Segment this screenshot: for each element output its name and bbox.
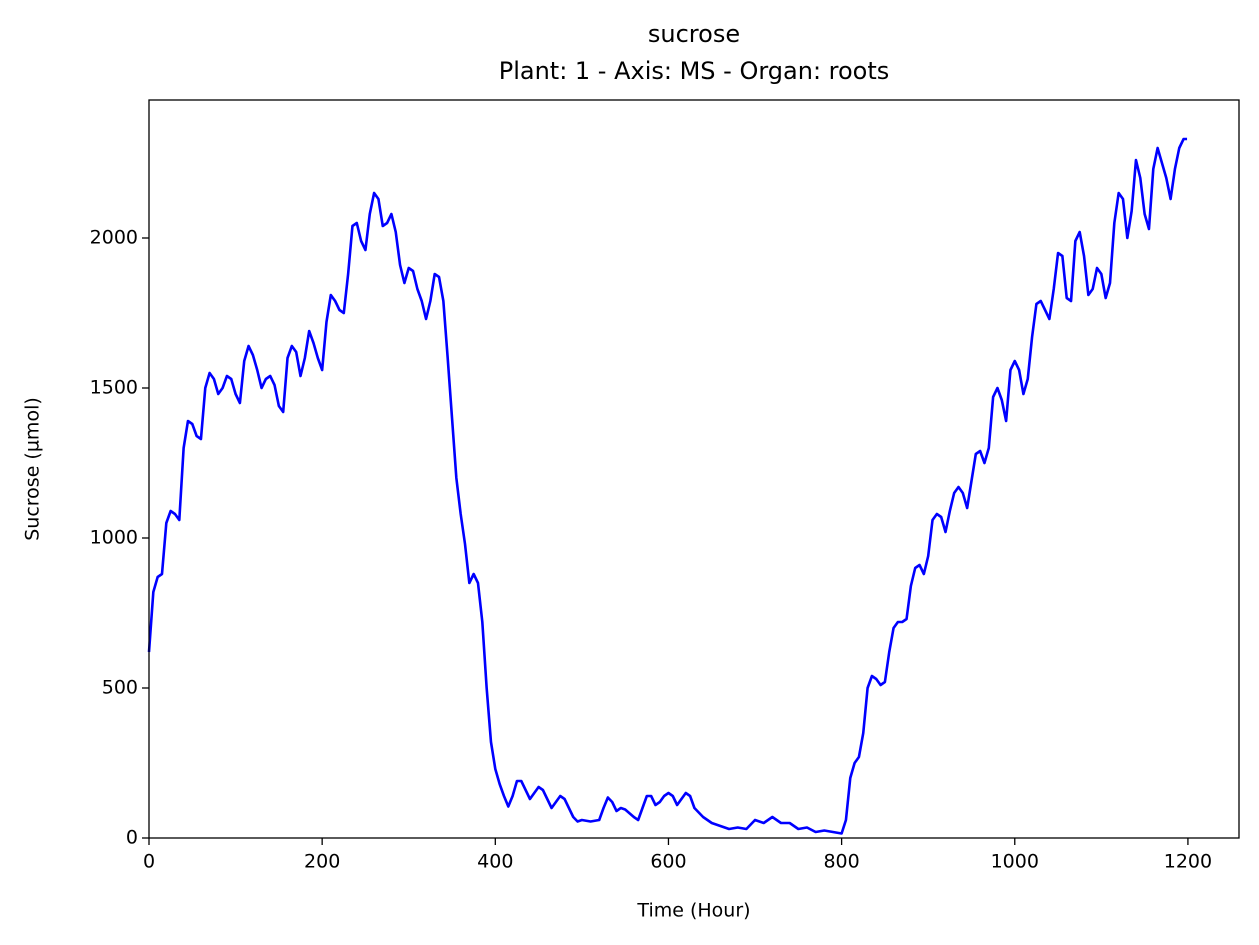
y-tick-label: 0 [126, 827, 138, 849]
y-tick-label: 1500 [90, 377, 138, 399]
x-tick-label: 0 [143, 851, 155, 873]
x-tick-label: 400 [477, 851, 513, 873]
y-tick-label: 2000 [90, 227, 138, 249]
y-axis-label: Sucrose (µmol) [22, 397, 44, 541]
line-series [147, 137, 1188, 835]
x-tick-label: 600 [650, 851, 686, 873]
x-tick-label: 800 [823, 851, 859, 873]
chart-title: sucrose [648, 20, 740, 48]
x-tick-label: 200 [304, 851, 340, 873]
x-tick-label: 1000 [991, 851, 1039, 873]
chart-subtitle: Plant: 1 - Axis: MS - Organ: roots [499, 57, 890, 85]
y-tick-label: 500 [102, 677, 138, 699]
x-tick-label: 1200 [1164, 851, 1212, 873]
plot-frame [148, 99, 1240, 839]
x-axis-label: Time (Hour) [636, 900, 750, 922]
y-tick-label: 1000 [90, 527, 138, 549]
